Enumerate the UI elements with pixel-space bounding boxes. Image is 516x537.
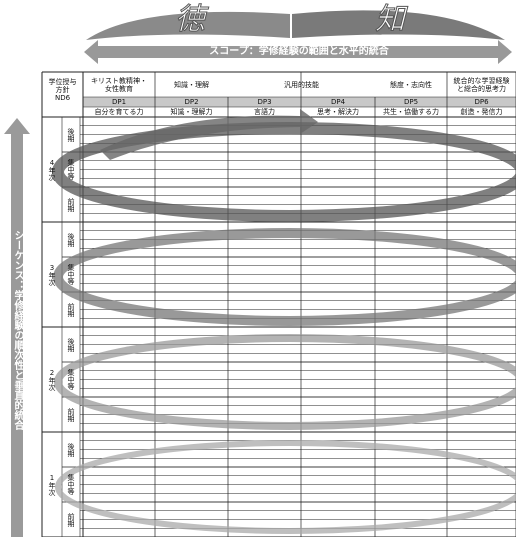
- scope-arrow: [84, 40, 512, 64]
- dp-code: DP3: [257, 98, 272, 106]
- dp-band: [83, 97, 516, 107]
- ability: 創造・発信力: [460, 108, 503, 116]
- ability: 共生・協働する力: [383, 108, 439, 116]
- term-label: 後期: [67, 337, 75, 352]
- ability: 思考・解決力: [317, 108, 359, 116]
- term-label: 集中等: [67, 159, 75, 180]
- term-label: 集中等: [67, 264, 75, 285]
- column-header: 知識・理解: [174, 80, 209, 89]
- year-label: 4年次: [48, 158, 56, 181]
- rings: [52, 109, 516, 534]
- column-header: 態度・志向性: [390, 80, 432, 89]
- virtue: 知: [375, 2, 406, 37]
- spiral-ring: [52, 122, 516, 222]
- term-label: 前期: [67, 197, 75, 212]
- dp-code: DP6: [474, 98, 489, 106]
- term-label: 後期: [67, 442, 75, 457]
- column-header: 汎用的技能: [284, 80, 319, 89]
- corner-header: 学位授与 方針 ND6: [48, 77, 77, 102]
- dp-code: DP2: [184, 98, 199, 106]
- column-header: キリスト教精神・ 女性教育: [91, 76, 147, 93]
- term-label: 集中等: [67, 474, 75, 495]
- term-label: 後期: [67, 127, 75, 142]
- spiral-arrow: [100, 109, 318, 160]
- term-label: 集中等: [67, 369, 75, 390]
- term-label: 前期: [67, 512, 75, 527]
- virtue: 徳: [175, 2, 206, 37]
- ability: 知識・理解力: [170, 108, 213, 116]
- scope-label: スコープ：学修経験の範囲と水平的統合: [209, 46, 389, 57]
- column-header: 統合的な学習経験 と総合的思考力: [453, 76, 510, 93]
- spiral-ring: [55, 440, 516, 534]
- year-label: 2年次: [48, 368, 56, 391]
- virtue-arc: [86, 11, 290, 40]
- year-label: 3年次: [48, 263, 56, 286]
- virtue-arc: [292, 10, 505, 40]
- sequence-label: シーケンス：学修経験の順次性と垂直的統合: [12, 230, 23, 430]
- year-label: 1年次: [48, 473, 56, 496]
- ability: 言語力: [254, 108, 275, 116]
- ability: 自分を育てる力: [94, 108, 144, 116]
- sequence-arrow: [4, 118, 30, 537]
- dp-code: DP5: [403, 98, 419, 106]
- dp-code: DP4: [330, 98, 346, 106]
- dp-code: DP1: [111, 98, 127, 106]
- spiral-ring: [53, 228, 516, 326]
- term-label: 後期: [67, 232, 75, 247]
- spiral-ring: [54, 334, 516, 430]
- term-label: 前期: [67, 302, 75, 317]
- term-label: 前期: [67, 407, 75, 422]
